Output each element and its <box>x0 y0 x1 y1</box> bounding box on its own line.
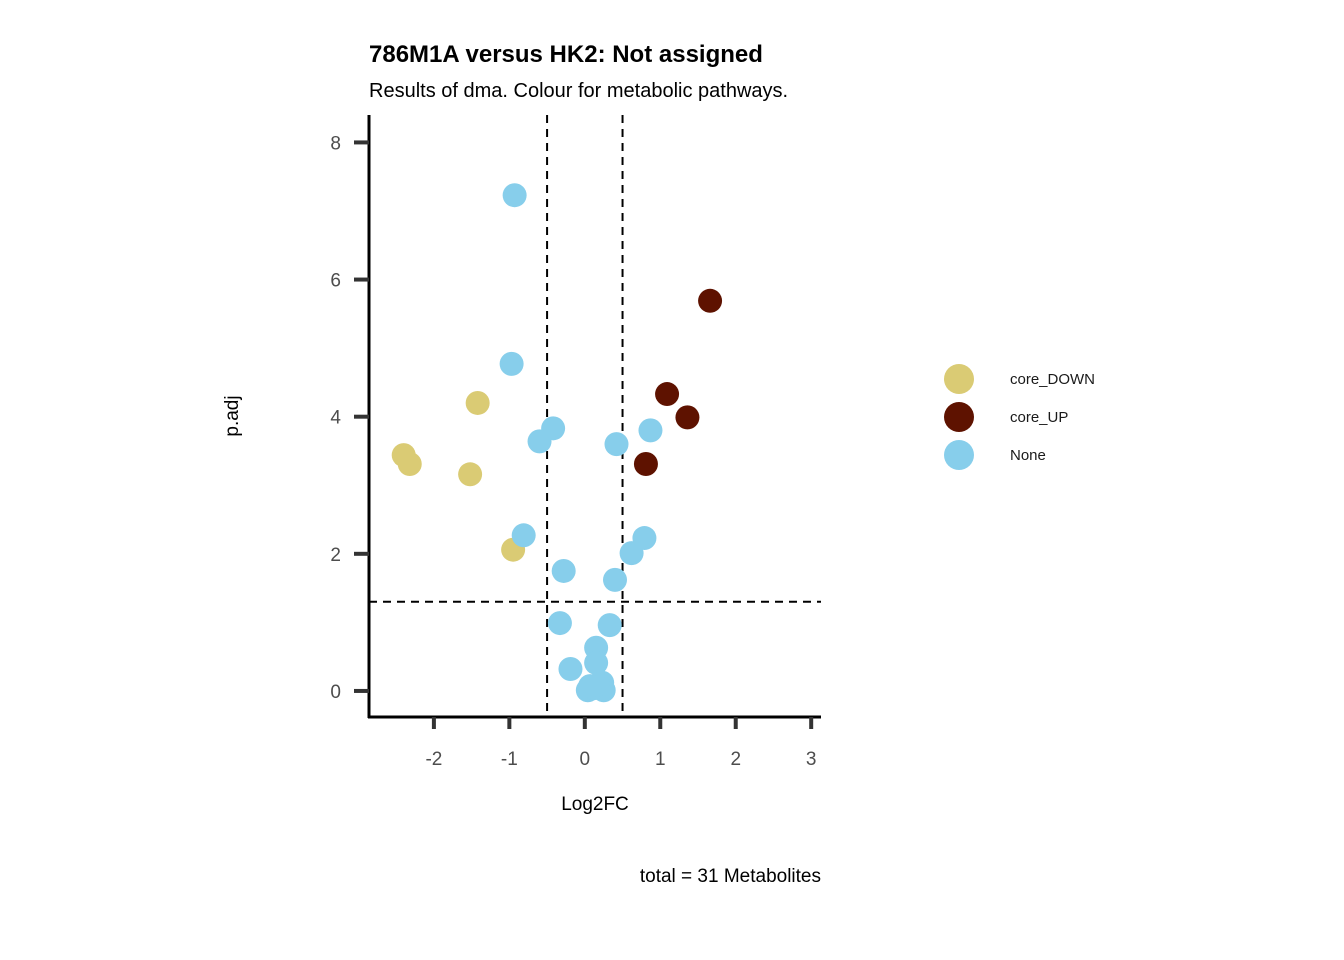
point-None <box>547 611 572 636</box>
point-None <box>604 432 629 457</box>
point-core_UP <box>655 382 680 407</box>
y-tick-label: 0 <box>330 682 341 703</box>
chart-title: 786M1A versus HK2: Not assigned <box>369 41 763 68</box>
point-None <box>597 613 622 638</box>
caption: total = 31 Metabolites <box>640 866 821 887</box>
point-None <box>558 657 583 682</box>
x-tick-label: 2 <box>730 749 741 770</box>
point-core_UP <box>633 451 658 476</box>
x-tick-label: 1 <box>655 749 666 770</box>
point-None <box>632 526 657 551</box>
x-tick-label: 0 <box>580 749 591 770</box>
point-None <box>499 351 524 376</box>
x-tick-label: 3 <box>806 749 817 770</box>
point-core_DOWN <box>397 451 422 476</box>
point-core_DOWN <box>458 462 483 487</box>
legend-label: core_UP <box>1010 409 1068 426</box>
legend-key-None <box>944 440 974 470</box>
point-None <box>511 523 536 548</box>
y-tick-label: 2 <box>330 545 341 566</box>
point-None <box>638 418 663 443</box>
point-None <box>502 183 527 208</box>
point-None <box>584 650 609 675</box>
legend-label: core_DOWN <box>1010 371 1095 388</box>
y-tick-label: 8 <box>330 133 341 154</box>
y-tick-label: 4 <box>330 408 341 429</box>
y-axis-label: p.adj <box>222 395 243 436</box>
point-core_UP <box>698 288 723 313</box>
x-axis-label: Log2FC <box>561 794 629 815</box>
legend-key-core_DOWN <box>944 364 974 394</box>
x-tick-label: -2 <box>425 749 442 770</box>
point-core_UP <box>675 405 700 430</box>
point-core_DOWN <box>465 390 490 415</box>
point-None <box>527 429 552 454</box>
point-None <box>578 674 603 699</box>
point-None <box>551 558 576 583</box>
chart-subtitle: Results of dma. Colour for metabolic pat… <box>369 80 788 102</box>
legend-label: None <box>1010 447 1046 464</box>
legend-key-core_UP <box>944 402 974 432</box>
point-None <box>602 567 627 592</box>
x-tick-label: -1 <box>501 749 518 770</box>
legend: core_DOWN core_UP None <box>944 364 1095 470</box>
y-tick-label: 6 <box>330 271 341 292</box>
